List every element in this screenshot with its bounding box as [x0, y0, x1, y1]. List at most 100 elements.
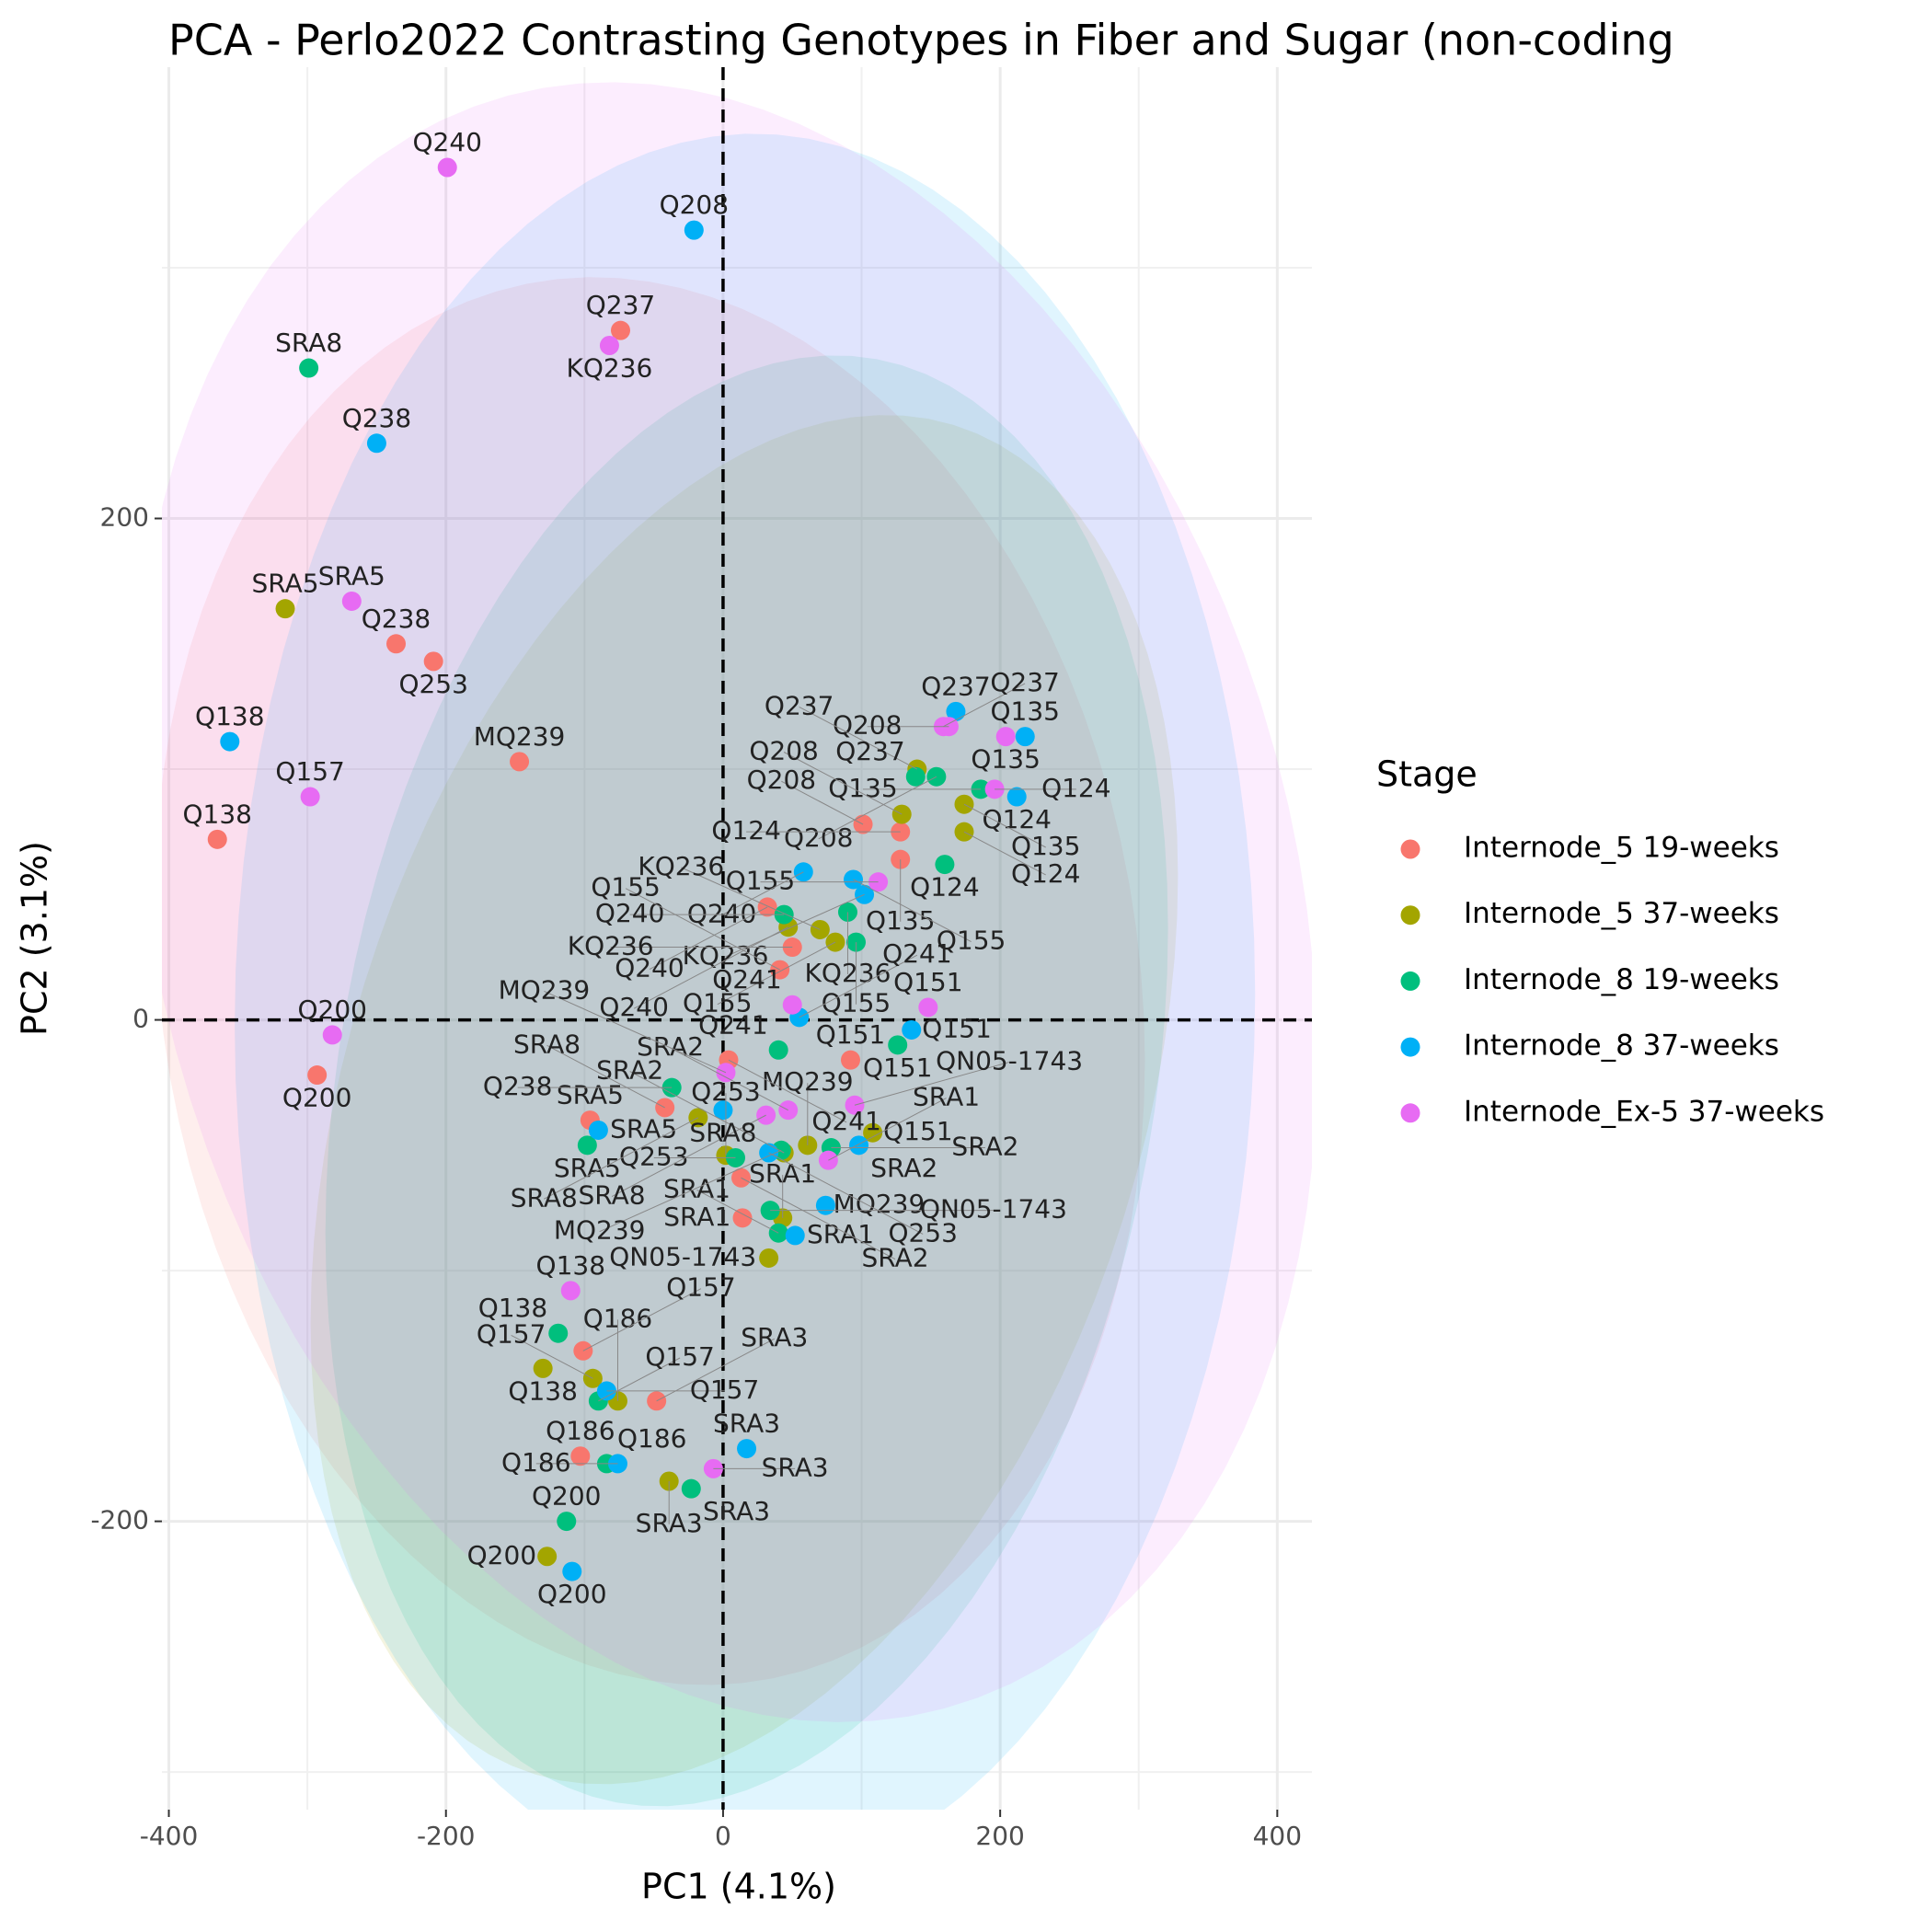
point-label: Q208	[660, 190, 729, 220]
point-label: Q238	[483, 1071, 552, 1101]
label-leader	[629, 1071, 785, 1154]
point	[946, 701, 966, 721]
point-label: Q135	[828, 773, 897, 803]
confidence-ellipse	[162, 277, 1145, 1685]
point-label: Q155	[726, 866, 795, 896]
point	[307, 1065, 328, 1086]
chart-title: PCA - Perlo2022 Contrasting Genotypes in…	[168, 16, 1674, 65]
legend-label: Internode_8 37-weeks	[1464, 1029, 1779, 1063]
point	[437, 157, 457, 178]
point	[322, 1025, 342, 1045]
point-label: Q138	[508, 1375, 577, 1406]
point-label: SRA5	[318, 560, 385, 591]
point-label: Q138	[182, 799, 251, 829]
x-tick-label: 0	[715, 1821, 731, 1851]
x-axis-label: PC1 (4.1%)	[641, 1867, 836, 1907]
point-label: Q186	[583, 1303, 652, 1333]
point-label: Q200	[297, 995, 366, 1025]
point	[1006, 787, 1027, 807]
point-label: SRA5	[554, 1153, 621, 1183]
point-label: Q237	[586, 290, 655, 320]
point	[423, 651, 443, 672]
label-leader	[853, 879, 972, 943]
label-leader	[741, 1177, 896, 1260]
legend-marker	[1400, 971, 1420, 991]
point-label: QN05-1743	[609, 1241, 756, 1271]
point-label: Q200	[537, 1579, 606, 1609]
label-leader	[721, 871, 804, 916]
point-label: Q135	[866, 905, 935, 936]
point	[386, 634, 407, 654]
point-label: SRA2	[951, 1132, 1018, 1162]
point	[768, 1040, 788, 1060]
label-leader	[599, 1149, 782, 1233]
point-label: MQ239	[554, 1215, 646, 1246]
point	[935, 855, 955, 875]
point-label: Q200	[532, 1481, 601, 1512]
point-label: Q240	[595, 898, 664, 928]
point-label: Q253	[619, 1141, 688, 1171]
point	[599, 335, 619, 355]
label-leader	[611, 1114, 766, 1197]
y-tick-label: 0	[132, 1004, 149, 1034]
point-label: Q208	[749, 736, 818, 766]
point-label: SRA8	[275, 328, 342, 358]
point-label: Q157	[275, 756, 344, 787]
legend-label: Internode_5 19-weeks	[1464, 832, 1779, 865]
label-leader	[768, 1152, 924, 1235]
point	[537, 1547, 558, 1567]
y-tick-label: 200	[100, 502, 149, 533]
point	[341, 591, 362, 611]
point-label: Q200	[467, 1540, 536, 1570]
label-leader	[943, 683, 1026, 728]
label-leader	[544, 990, 727, 1074]
point-label: Q237	[990, 667, 1059, 697]
label-leader	[783, 752, 903, 815]
point-label: QN05-1743	[920, 1194, 1067, 1225]
point-label: Q135	[971, 744, 1040, 775]
label-leader	[625, 888, 780, 971]
point-label: Q186	[501, 1447, 570, 1478]
point-label: Q155	[937, 926, 1006, 956]
point	[732, 1208, 753, 1228]
label-leader	[656, 1338, 776, 1402]
point-label: KQ236	[567, 352, 653, 383]
point	[918, 997, 938, 1018]
point	[888, 1035, 908, 1055]
label-leader	[781, 780, 864, 825]
point-label: SRA3	[762, 1452, 829, 1482]
point-label: MQ239	[762, 1066, 854, 1097]
point-label: SRA2	[870, 1153, 937, 1183]
point-label: Q253	[398, 669, 467, 699]
point-label: MQ239	[499, 974, 591, 1005]
label-leader	[963, 831, 1046, 876]
point-label: Q238	[362, 604, 431, 634]
point	[560, 1281, 581, 1301]
point-label: Q240	[615, 953, 684, 983]
point-label: KQ236	[638, 851, 724, 881]
point-label: SRA3	[741, 1322, 808, 1352]
point	[588, 1120, 608, 1140]
point-label: Q241	[712, 964, 781, 995]
legend-marker	[1400, 1103, 1420, 1123]
point-label: SRA3	[713, 1409, 780, 1439]
point-label: Q240	[687, 899, 756, 929]
point-label: Q241	[882, 938, 951, 969]
label-leader	[854, 1061, 1010, 1106]
point	[840, 1050, 860, 1070]
label-leader	[799, 707, 918, 770]
point-label: Q186	[617, 1423, 686, 1454]
point-label: SRA8	[511, 1182, 578, 1213]
point-label: SRA8	[579, 1180, 646, 1211]
point-label: Q151	[816, 1019, 885, 1050]
point	[1015, 727, 1035, 747]
point	[570, 1446, 591, 1466]
point-label: SRA2	[862, 1243, 929, 1273]
x-tick-label: -200	[417, 1821, 476, 1851]
point-label: Q208	[747, 765, 816, 795]
point-label: QN05-1743	[936, 1045, 1083, 1075]
point	[863, 1122, 883, 1143]
x-tick-label: 200	[975, 1821, 1024, 1851]
y-tick-label: -200	[90, 1505, 149, 1535]
